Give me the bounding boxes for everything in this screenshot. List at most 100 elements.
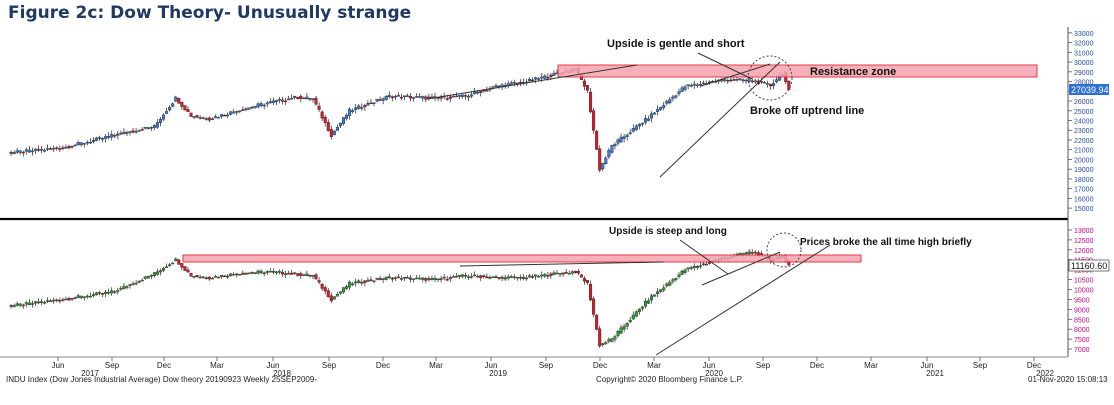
upper-candle xyxy=(363,105,367,108)
lower-candle xyxy=(30,303,34,305)
lower-candle xyxy=(262,272,266,275)
upper-candle xyxy=(360,107,364,109)
lower-candle xyxy=(482,275,486,277)
upper-y-tick-label: 31000 xyxy=(1074,50,1094,57)
upper-candle xyxy=(476,91,480,94)
lower-candle xyxy=(88,295,92,298)
upper-candle xyxy=(769,83,773,87)
upper-candle xyxy=(305,96,309,100)
upper-candle xyxy=(467,95,471,98)
lower-candle xyxy=(668,281,672,286)
lower-candle xyxy=(537,275,541,278)
lower-candle xyxy=(613,336,617,340)
lower-candle xyxy=(317,280,321,283)
upper-trendline-prev xyxy=(426,64,638,100)
lower-candle xyxy=(247,272,251,275)
upper-candle xyxy=(412,97,416,99)
lower-last-price: 11160.60 xyxy=(1071,261,1107,271)
lower-candle xyxy=(281,271,285,275)
lower-candle xyxy=(287,272,291,275)
lower-candle xyxy=(37,301,41,304)
lower-candle xyxy=(94,292,98,296)
lower-candle xyxy=(171,262,175,265)
upper-candle xyxy=(116,133,120,136)
lower-candle xyxy=(589,284,593,301)
upper-candle xyxy=(314,97,318,105)
upper-candle xyxy=(686,84,690,87)
lower-candle xyxy=(497,277,501,279)
x-year-label: 2021 xyxy=(926,369,944,378)
upper-last-price-box xyxy=(1069,84,1109,95)
x-tick-label: Mar xyxy=(429,361,443,370)
lower-candle xyxy=(595,314,599,330)
lower-candle xyxy=(357,280,361,283)
upper-note-arrow xyxy=(697,52,753,80)
lower-y-tick-label: 12000 xyxy=(1074,248,1094,255)
x-year-label: 2019 xyxy=(489,369,507,378)
lower-candle xyxy=(631,314,635,320)
lower-candle xyxy=(79,295,83,299)
upper-candle xyxy=(162,114,166,120)
upper-candle xyxy=(259,103,263,107)
upper-candle xyxy=(369,102,373,105)
upper-candle xyxy=(143,127,147,129)
lower-candle xyxy=(549,273,553,276)
upper-candle xyxy=(762,81,766,84)
lower-candle xyxy=(592,298,596,315)
upper-candle xyxy=(354,107,358,110)
lower-candle xyxy=(378,278,382,280)
lower-y-tick-label: 9500 xyxy=(1074,297,1090,304)
upper-breakdown-note: Broke off uptrend line xyxy=(750,105,864,117)
upper-candle xyxy=(82,143,86,145)
upper-candle xyxy=(180,102,184,107)
upper-candle xyxy=(613,144,617,147)
lower-candle xyxy=(500,276,504,279)
upper-candle xyxy=(460,94,464,97)
upper-candle xyxy=(320,111,324,119)
lower-candle xyxy=(390,277,394,280)
upper-candle xyxy=(375,98,379,102)
upper-y-tick-label: 19000 xyxy=(1074,167,1094,174)
lower-candle xyxy=(421,277,425,280)
upper-candle xyxy=(647,118,651,121)
upper-candle xyxy=(287,98,291,101)
lower-candle xyxy=(256,270,260,274)
lower-candle xyxy=(290,272,294,275)
lower-candle xyxy=(439,278,443,280)
lower-candle xyxy=(259,270,263,273)
lower-candle xyxy=(586,280,590,283)
lower-candle xyxy=(637,308,641,313)
lower-candle xyxy=(342,287,346,293)
upper-candle xyxy=(201,117,205,119)
upper-candle xyxy=(152,124,156,129)
upper-candle xyxy=(256,103,260,108)
upper-candle xyxy=(540,76,544,79)
lower-candle xyxy=(622,325,626,330)
lower-candle xyxy=(101,293,105,295)
lower-candle xyxy=(226,275,230,278)
lower-candle xyxy=(61,299,65,301)
upper-candle xyxy=(741,79,745,81)
upper-candle xyxy=(49,148,53,150)
upper-candle xyxy=(55,147,59,149)
footer-center: Copyright© 2020 Bloomberg Finance L.P. xyxy=(596,375,743,384)
lower-y-tick-label: 10500 xyxy=(1074,278,1094,285)
upper-candle xyxy=(76,142,80,146)
upper-candle xyxy=(33,148,37,151)
upper-upside-note: Upside is gentle and short xyxy=(607,38,745,50)
upper-candle xyxy=(12,152,16,155)
lower-candle xyxy=(119,287,123,290)
upper-candle xyxy=(549,74,553,77)
upper-candle xyxy=(140,129,144,131)
lower-candle xyxy=(491,276,495,278)
upper-candle xyxy=(128,131,132,133)
lower-candle xyxy=(525,277,529,280)
upper-candle xyxy=(171,103,175,107)
upper-candle xyxy=(546,76,550,79)
upper-candle xyxy=(668,99,672,104)
upper-candle xyxy=(518,81,522,84)
x-tick-label: Sep xyxy=(322,361,337,370)
upper-candle xyxy=(177,97,181,104)
lower-candle xyxy=(265,271,269,273)
lower-candle xyxy=(399,278,403,280)
